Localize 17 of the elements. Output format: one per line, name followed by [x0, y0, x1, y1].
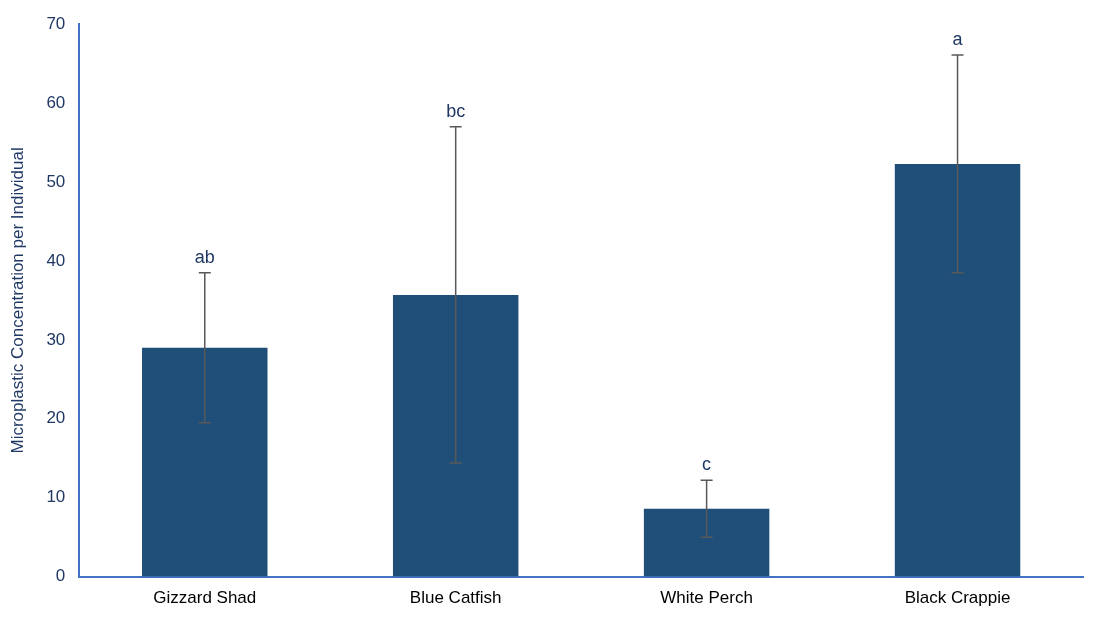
x-tick-label: Gizzard Shad	[153, 588, 257, 608]
y-tick-label: 10	[46, 487, 66, 507]
y-tick-label: 50	[46, 171, 66, 191]
x-tick-label: Black Crappie	[904, 588, 1011, 608]
y-axis-title: Microplastic Concentration per Individual	[7, 147, 27, 454]
x-tick-label: Blue Catfish	[409, 588, 502, 608]
y-tick-label: 70	[46, 13, 66, 33]
annotation: bc	[446, 100, 466, 121]
annotation: a	[952, 28, 964, 49]
y-tick-label: 40	[46, 250, 66, 270]
y-tick-label: 0	[55, 566, 66, 586]
y-tick-label: 30	[46, 329, 66, 349]
y-tick-label: 20	[46, 408, 66, 428]
annotation: ab	[194, 246, 215, 267]
y-tick-label: 60	[46, 92, 66, 112]
x-tick-label: White Perch	[660, 588, 753, 608]
annotation: c	[702, 454, 712, 475]
